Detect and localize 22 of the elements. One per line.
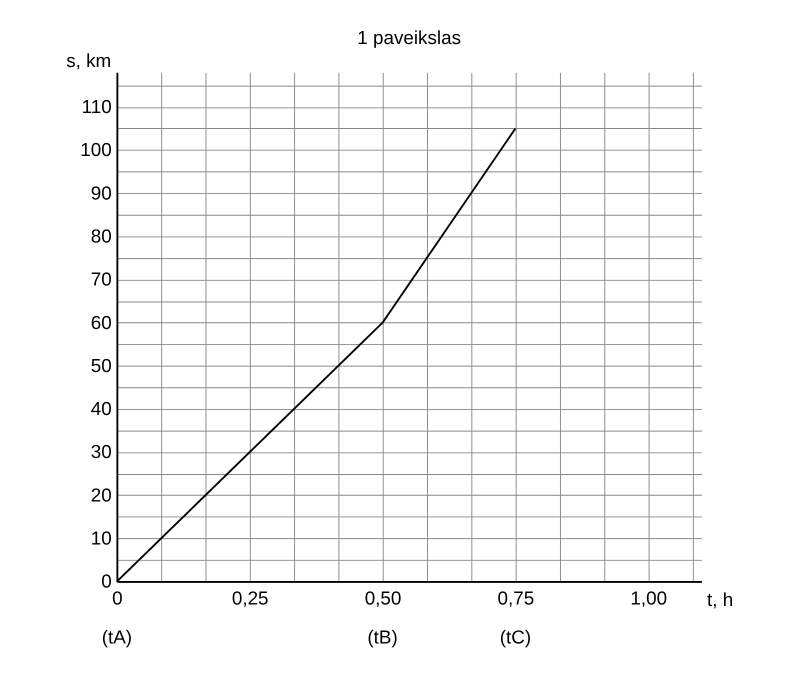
y-tick-label: 40	[90, 398, 112, 420]
y-tick-label: 30	[90, 441, 112, 462]
x-tick-label: 1,00	[630, 588, 668, 609]
x-tick-label: 0,25	[232, 588, 269, 609]
y-tick-label: 50	[90, 354, 112, 376]
text: (tC)	[500, 626, 532, 648]
y-tick-label: 90	[90, 182, 112, 204]
y-tick-label: 80	[90, 226, 112, 247]
x-axis-title: t, h	[707, 589, 734, 610]
y-tick-label: 100	[80, 139, 112, 160]
chart-title: 1 paveikslas	[357, 27, 461, 48]
y-tick-label: 20	[90, 484, 112, 506]
y-tick-label: 0	[101, 570, 112, 592]
y-tick-label: 60	[90, 312, 112, 333]
y-axis-title: s, km	[66, 50, 112, 71]
text: (tB)	[367, 626, 398, 648]
y-tick-label: 110	[82, 96, 112, 118]
x-tick-label: 0,50	[364, 588, 402, 609]
y-tick-label: 70	[90, 268, 112, 290]
text: (tA)	[102, 626, 132, 648]
y-tick-label: 10	[90, 527, 112, 548]
x-tick-label: 0,75	[498, 588, 534, 609]
